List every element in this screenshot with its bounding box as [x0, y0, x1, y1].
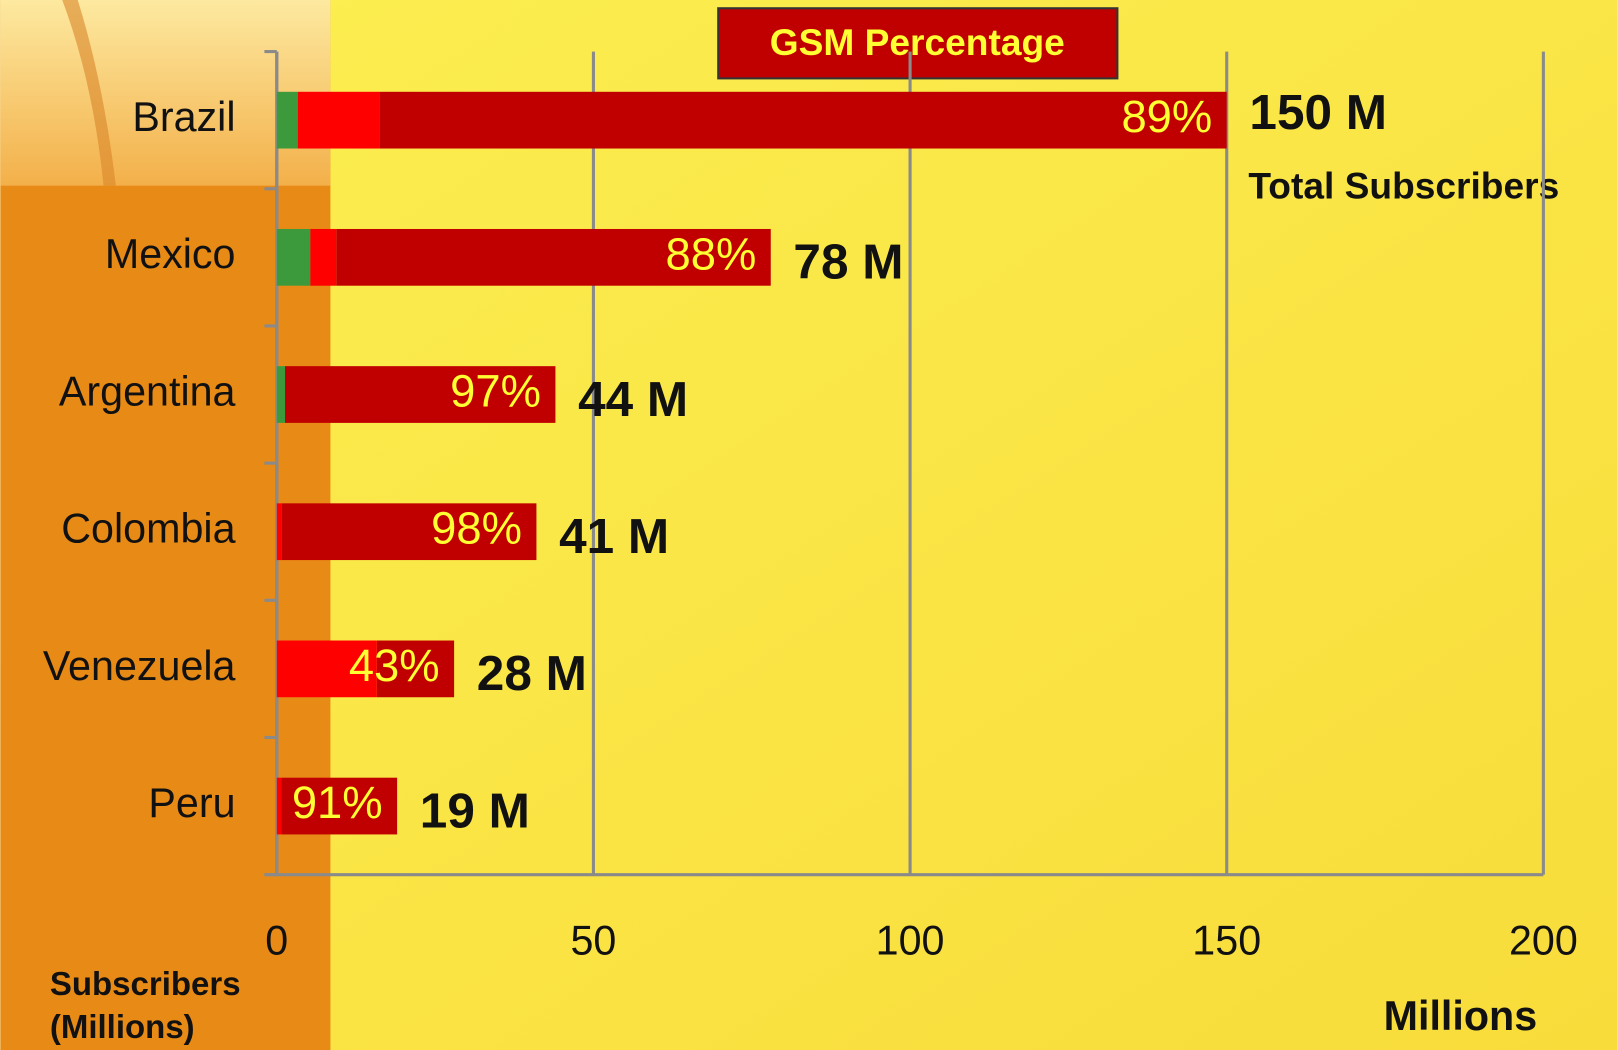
bar-segment: [310, 228, 337, 286]
x-axis-label: Millions: [1384, 993, 1538, 1039]
bar-segment: [376, 640, 455, 698]
bar-segment: [297, 91, 380, 149]
bar-segment: [276, 503, 282, 561]
y-axis-label: (Millions): [50, 1008, 195, 1045]
bar-segment: [379, 91, 1227, 149]
bar-segment: [336, 228, 771, 286]
chart-title: GSM Percentage: [770, 21, 1065, 63]
total-label: 44 M: [578, 372, 688, 427]
bar-segment: [281, 777, 398, 835]
y-tick-label: Peru: [148, 780, 235, 826]
palm-trunk: [62, 0, 116, 186]
gsm-percent-label: 98%: [431, 503, 522, 554]
total-label: 28 M: [477, 646, 587, 701]
gsm-percent-label: 91%: [292, 777, 383, 828]
gsm-percent-label: 89%: [1121, 91, 1212, 142]
bar-segment: [276, 777, 282, 835]
total-label: 150 M: [1249, 85, 1387, 140]
x-tick-label: 200: [1509, 918, 1578, 964]
bar-segment: [276, 640, 377, 698]
y-tick-label: Venezuela: [43, 643, 236, 689]
bar-segment: [285, 366, 556, 423]
gsm-percent-label: 43%: [349, 640, 440, 691]
title-box: [717, 7, 1119, 80]
total-label: 41 M: [559, 509, 669, 564]
bar-segment: [281, 503, 537, 561]
total-label: 19 M: [420, 783, 530, 838]
y-tick-label: Mexico: [105, 231, 236, 277]
total-label: 78 M: [793, 235, 903, 290]
y-axis-label: Subscribers: [50, 965, 241, 1002]
annotation: Total Subscribers: [1248, 165, 1559, 207]
y-tick-label: Brazil: [132, 94, 235, 140]
x-tick-label: 150: [1192, 918, 1261, 964]
y-tick-label: Argentina: [59, 368, 236, 414]
gsm-percent-label: 88%: [665, 228, 756, 279]
x-tick-label: 0: [265, 918, 288, 964]
x-tick-label: 50: [570, 918, 616, 964]
gsm-percent-label: 97%: [450, 366, 541, 417]
bar-segment: [276, 91, 298, 149]
y-tick-label: Colombia: [61, 506, 235, 552]
bar-segment: [276, 366, 286, 423]
bar-segment: [276, 228, 311, 286]
x-tick-label: 100: [876, 918, 945, 964]
